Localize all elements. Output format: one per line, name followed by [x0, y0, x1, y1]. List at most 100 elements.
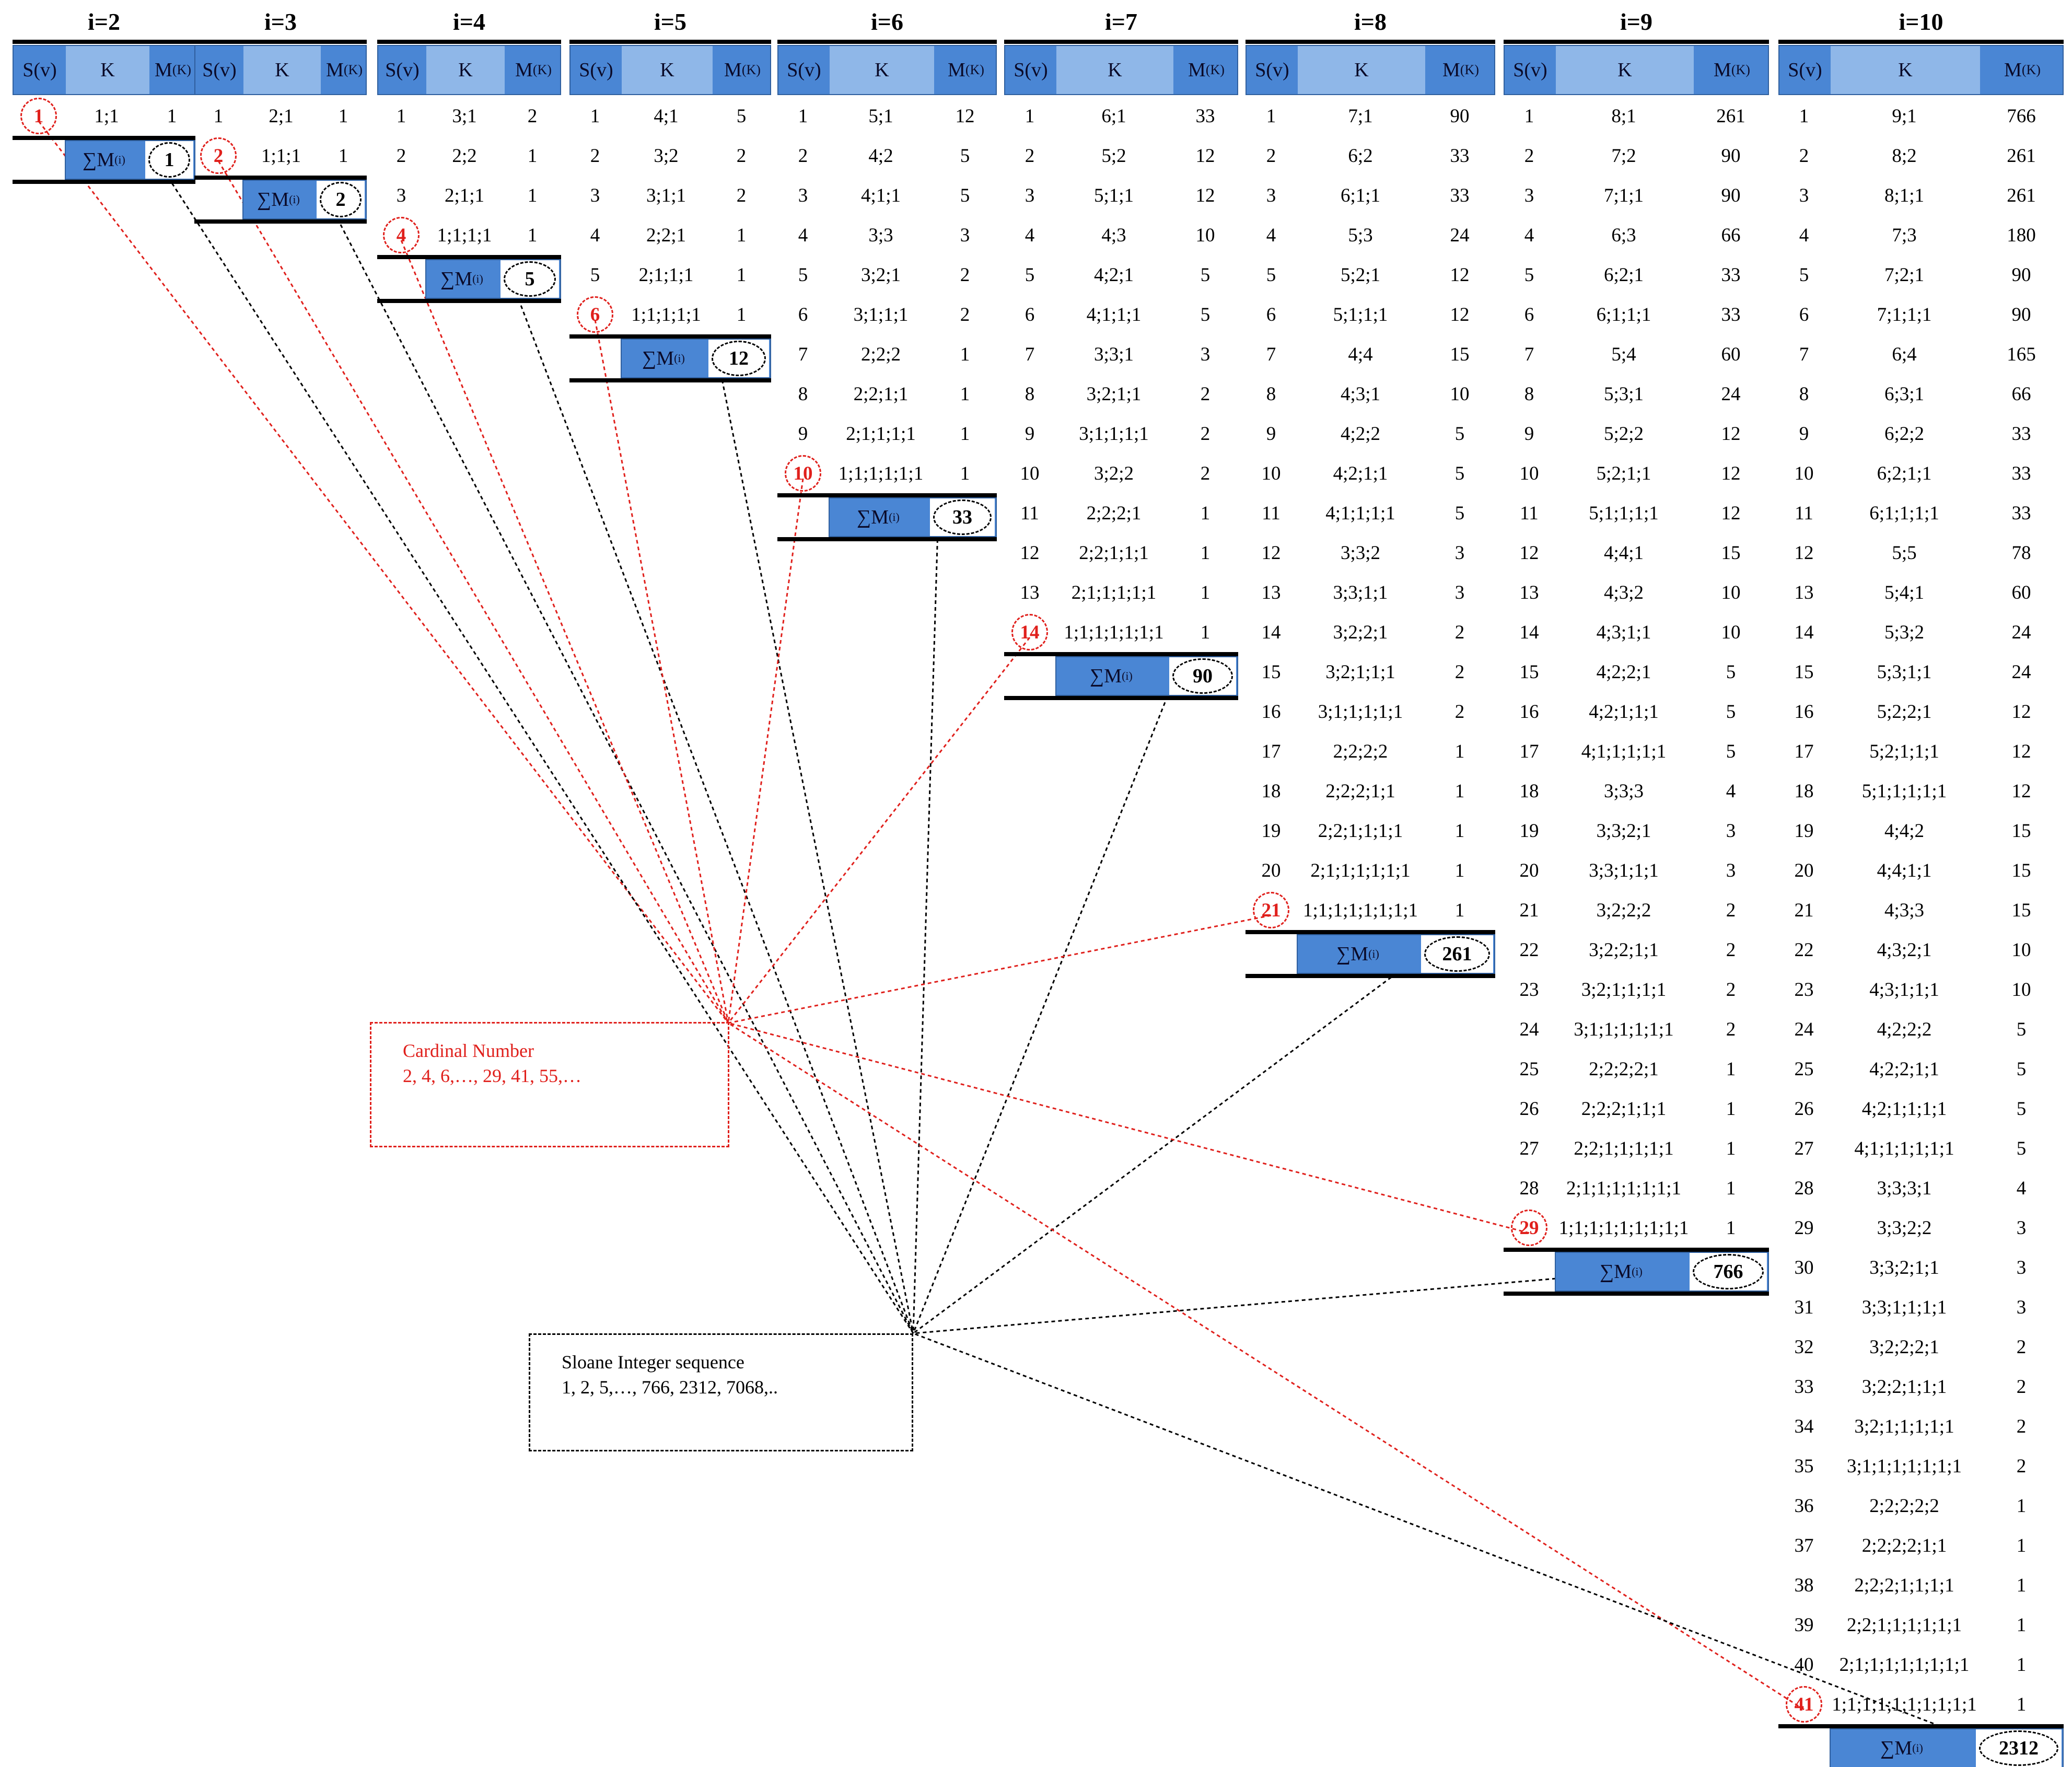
partition-k: 5;3: [1348, 224, 1373, 246]
partition-k: 5;1: [868, 105, 893, 127]
multiplicity-mk: 12: [1195, 184, 1215, 206]
partition-k: 3;2: [654, 145, 679, 167]
partition-k: 1;1;1;1;1;1;1;1;1;1: [1832, 1693, 1977, 1715]
sloane-connector-line: [508, 273, 914, 1334]
multiplicity-mk: 2: [1454, 661, 1465, 683]
row-index: 3: [1025, 184, 1035, 206]
partition-k: 2;1;1: [444, 184, 485, 206]
header-k: K: [875, 59, 889, 81]
multiplicity-mk: 2: [736, 145, 747, 167]
header-sv: S(v): [579, 59, 613, 81]
multiplicity-mk: 66: [2011, 383, 2031, 405]
cardinal-number-values: 2, 4, 6,…, 29, 41, 55,…: [403, 1065, 581, 1086]
partition-k: 4;1;1: [860, 184, 901, 206]
multiplicity-mk: 1: [1726, 1137, 1736, 1159]
row-index: 3: [1799, 184, 1809, 206]
partition-k: 2;1;1;1;1;1;1;1;1: [1839, 1654, 1970, 1676]
partition-k: 3;1;1;1;1;1;1;1: [1847, 1455, 1962, 1477]
partition-k: 5;3;2: [1884, 621, 1925, 643]
header-mk-main: M: [948, 59, 965, 81]
row-index: 8: [798, 383, 808, 405]
partition-k: 1;1;1;1;1;1;1;1: [1303, 899, 1418, 921]
multiplicity-mk: 33: [1450, 145, 1470, 167]
row-index: 3: [590, 184, 600, 206]
partition-k: 3;3;2;2: [1877, 1217, 1932, 1239]
multiplicity-mk: 24: [2011, 621, 2031, 643]
multiplicity-mk: 12: [1721, 502, 1741, 524]
table-top-rule: [1004, 40, 1238, 44]
sum-label-main: ∑M: [1880, 1737, 1913, 1759]
partition-k: 4;1;1;1;1;1;1: [1854, 1137, 1954, 1159]
row-index: 2: [396, 145, 406, 167]
multiplicity-mk: 15: [2011, 820, 2031, 842]
sum-label: ∑M (i): [242, 180, 315, 219]
header-mk: M (K): [1980, 46, 2065, 94]
header-mk-main: M: [1188, 59, 1206, 81]
sum-label-main: ∑M: [857, 506, 889, 528]
partition-table-i-6: i=6 S(v) K M (K) 1 5;1 12 2 4;2 5 3 4;1;1 5 4 3;3 3 5 3;2;…: [777, 0, 997, 1767]
cardinal-marker: [1253, 892, 1289, 928]
multiplicity-mk: 5: [1200, 264, 1210, 286]
multiplicity-mk: 2: [1726, 939, 1736, 961]
multiplicity-mk: 1: [1726, 1217, 1736, 1239]
row-index: 18: [1261, 780, 1281, 802]
multiplicity-mk: 1: [167, 105, 177, 127]
sloane-sequence-box: Sloane Integer sequence 1, 2, 5,…, 766, …: [529, 1333, 913, 1451]
multiplicity-mk: 5: [1454, 502, 1465, 524]
multiplicity-mk: 33: [2011, 423, 2031, 445]
multiplicity-mk: 2: [1454, 621, 1465, 643]
sloane-connector-line: [153, 154, 914, 1334]
partition-k: 3;3;1;1: [1333, 582, 1388, 603]
partition-k: 5;2;1: [1340, 264, 1381, 286]
partition-k: 1;1: [94, 105, 119, 127]
multiplicity-mk: 33: [1195, 105, 1215, 127]
row-index: 14: [1261, 621, 1281, 643]
multiplicity-mk: 1: [736, 304, 747, 326]
header-mk-sub: (K): [1460, 62, 1479, 77]
partition-k: 2;2;2;1: [1086, 502, 1142, 524]
multiplicity-mk: 90: [1450, 105, 1470, 127]
row-index: 12: [1519, 542, 1539, 564]
multiplicity-mk: 2: [527, 105, 538, 127]
header-mk-sub: (K): [2021, 62, 2041, 77]
partition-k: 3;2;1;1;1;1: [1581, 979, 1667, 1001]
row-index: 9: [1799, 423, 1809, 445]
sloane-connector-line: [912, 670, 1179, 1334]
row-index: 32: [1794, 1336, 1814, 1358]
partition-k: 2;2;1: [646, 224, 686, 246]
partition-k: 4;4;2: [1884, 820, 1925, 842]
sum-label-sub: (i): [472, 272, 483, 285]
sloane-sequence-values: 1, 2, 5,…, 766, 2312, 7068,..: [562, 1377, 778, 1398]
cardinal-number-box: Cardinal Number 2, 4, 6,…, 29, 41, 55,…: [370, 1022, 729, 1147]
header-mk-main: M: [326, 59, 344, 81]
multiplicity-mk: 2: [2016, 1455, 2027, 1477]
multiplicity-mk: 15: [1450, 343, 1470, 365]
row-index: 4: [1025, 224, 1035, 246]
multiplicity-mk: 12: [955, 105, 975, 127]
table-top-rule: [1504, 40, 1769, 44]
row-index: 17: [1794, 740, 1814, 762]
multiplicity-mk: 1: [2016, 1574, 2027, 1596]
row-index: 6: [1799, 304, 1809, 326]
multiplicity-mk: 1: [960, 343, 970, 365]
partition-k: 3;1;1;1;1;1: [1318, 701, 1403, 723]
multiplicity-mk: 2: [1454, 701, 1465, 723]
row-index: 6: [1266, 304, 1276, 326]
partition-k: 4;3;1;1: [1596, 621, 1651, 643]
row-index: 11: [1262, 502, 1281, 524]
partition-k: 6;3;1: [1884, 383, 1925, 405]
header-k-band: [426, 46, 505, 94]
row-index: 13: [1794, 582, 1814, 603]
multiplicity-mk: 2: [736, 184, 747, 206]
header-mk: M (K): [713, 46, 772, 94]
multiplicity-mk: 1: [960, 383, 970, 405]
sum-top-rule: [377, 255, 561, 259]
partition-k: 2;2;1;1;1: [1079, 542, 1149, 564]
table-title: i=10: [1899, 8, 1943, 35]
partition-k: 4;3;3: [1884, 899, 1925, 921]
row-index: 1: [590, 105, 600, 127]
row-index: 7: [1799, 343, 1809, 365]
partition-k: 2;2;2;1;1: [1325, 780, 1395, 802]
multiplicity-mk: 3: [1454, 542, 1465, 564]
partition-k: 2;1: [269, 105, 294, 127]
